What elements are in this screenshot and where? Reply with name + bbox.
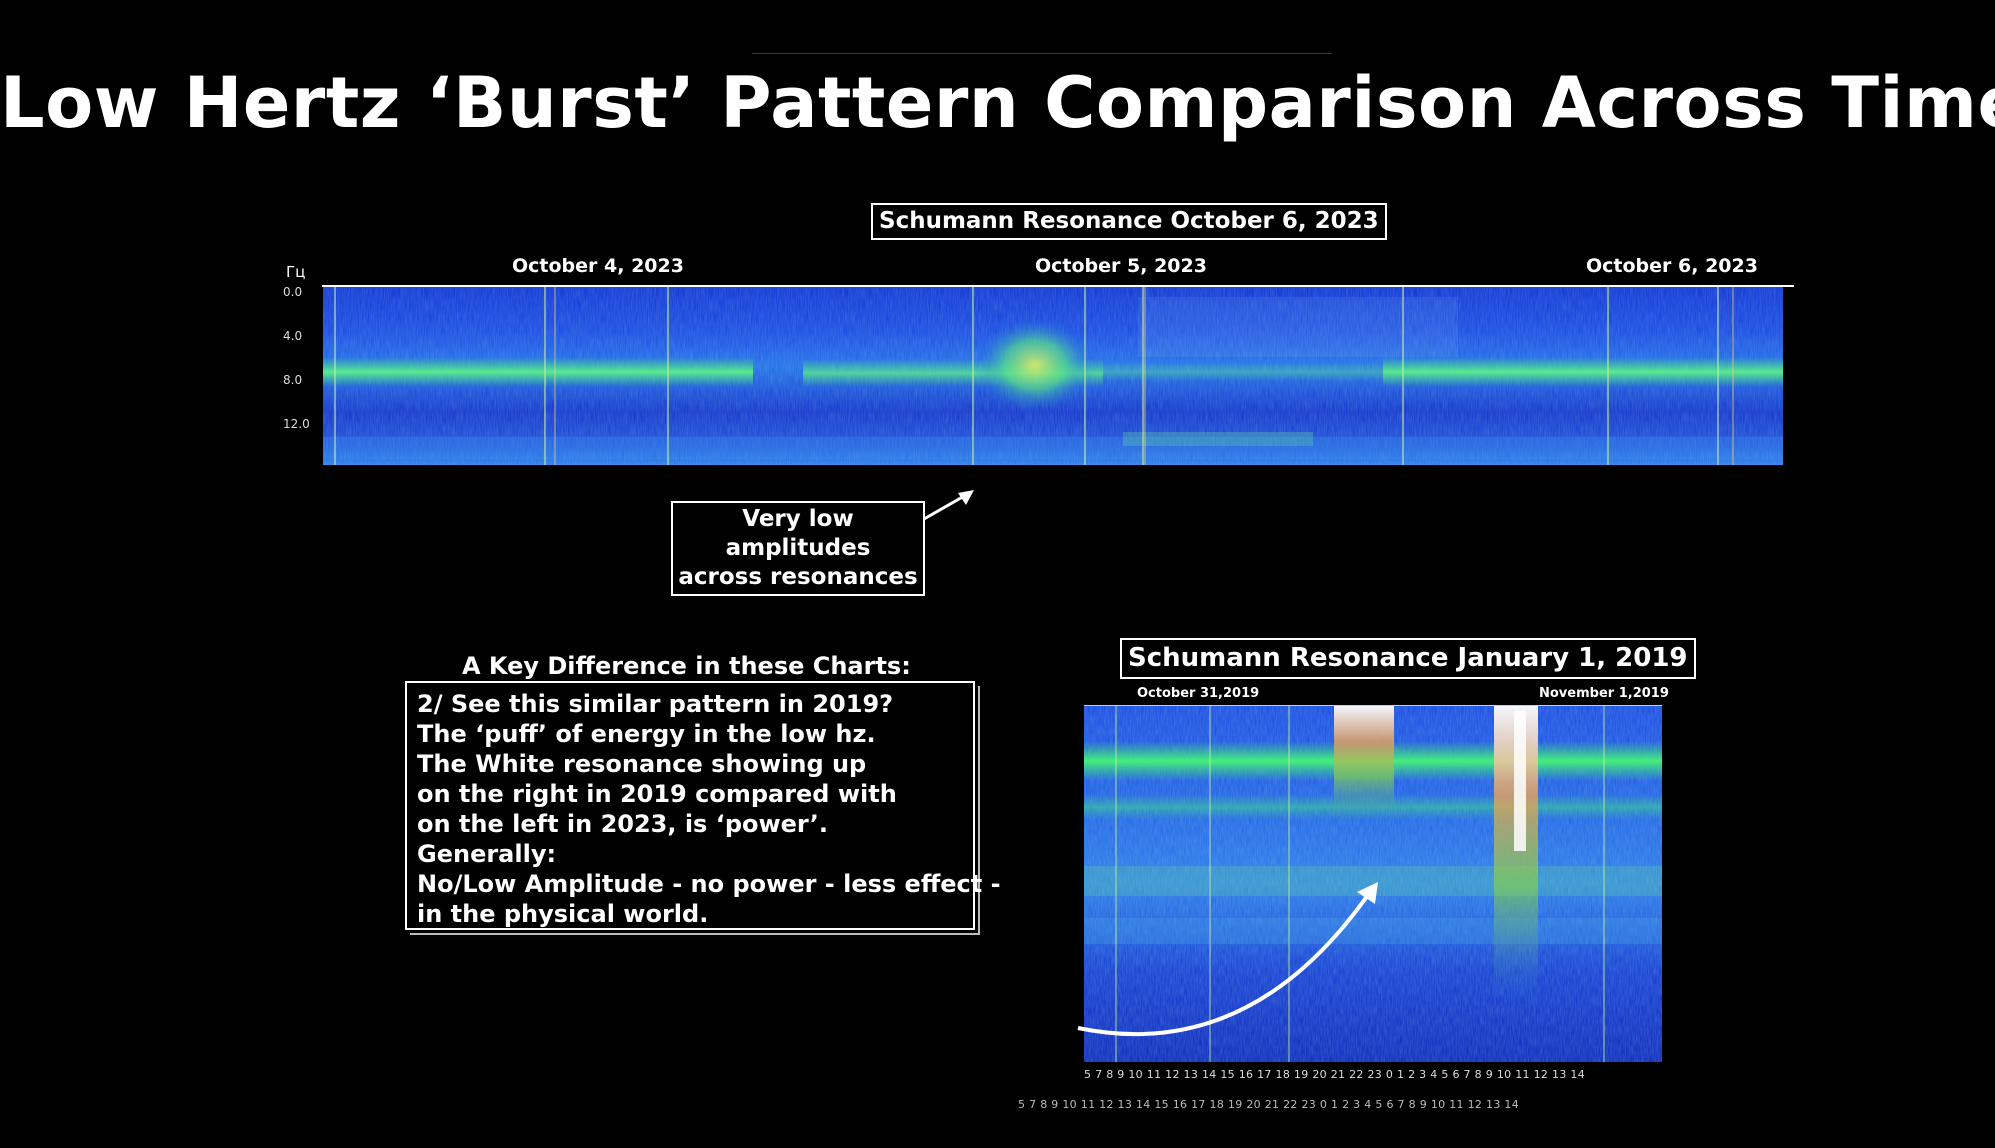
hour-axis-row-2: 5 7 8 9 10 11 12 13 14 15 16 17 18 19 20… <box>1018 1098 1520 1111</box>
bottom-chart-border <box>1084 705 1662 706</box>
curved-arrow-icon <box>1077 882 1378 1037</box>
top-spectrogram <box>323 287 1783 465</box>
bottom-spectrogram <box>1084 706 1662 1062</box>
page-title: Low Hertz ‘Burst’ Pattern Comparison Acr… <box>0 62 1995 144</box>
annotation-line-2: across resonances <box>678 564 918 590</box>
key-line: No/Low Amplitude - no power - less effec… <box>417 870 1001 898</box>
date-label-oct5: October 5, 2023 <box>1035 255 1207 277</box>
top-divider <box>752 53 1332 54</box>
key-line: on the right in 2019 compared with <box>417 780 897 808</box>
top-chart-border <box>322 285 1794 287</box>
key-line: Generally: <box>417 840 557 868</box>
date-label-oct4: October 4, 2023 <box>512 255 684 277</box>
date-label-oct31: October 31,2019 <box>1137 686 1260 701</box>
date-label-oct6: October 6, 2023 <box>1586 255 1758 277</box>
y-tick-4: 4.0 <box>283 329 303 343</box>
annotation-arrow-icon <box>923 490 974 521</box>
annotation-box: Very low amplitudes across resonances <box>671 501 925 596</box>
key-line: The ‘puff’ of energy in the low hz. <box>417 720 876 748</box>
date-label-nov1: November 1,2019 <box>1539 686 1669 701</box>
y-axis-unit: Гц <box>286 263 306 281</box>
key-line: 2/ See this similar pattern in 2019? <box>417 690 894 718</box>
key-difference-box: 2/ See this similar pattern in 2019? The… <box>405 681 1001 930</box>
key-line: on the left in 2023, is ‘power’. <box>417 810 829 838</box>
y-tick-12: 12.0 <box>283 417 310 431</box>
hour-axis-row-1: 5 7 8 9 10 11 12 13 14 15 16 17 18 19 20… <box>1084 1068 1586 1081</box>
bottom-chart-title: Schumann Resonance January 1, 2019 <box>1120 638 1696 679</box>
key-line: The White resonance showing up <box>417 750 867 778</box>
key-difference-heading: A Key Difference in these Charts: <box>462 652 911 680</box>
top-chart-title: Schumann Resonance October 6, 2023 <box>871 203 1387 240</box>
annotation-line-1: Very low amplitudes <box>725 506 871 561</box>
key-line: in the physical world. <box>417 900 709 928</box>
y-tick-8: 8.0 <box>283 373 303 387</box>
y-tick-0: 0.0 <box>283 285 303 299</box>
